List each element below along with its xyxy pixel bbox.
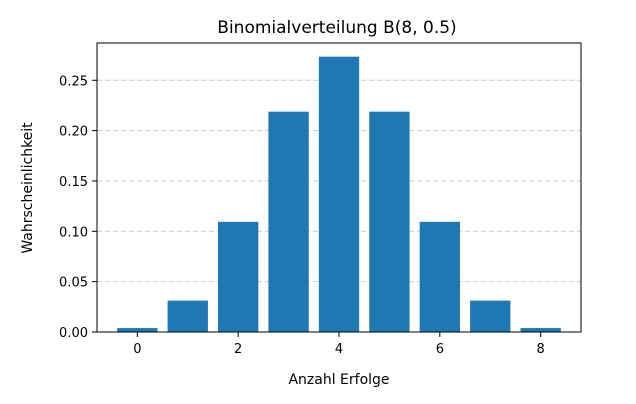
- y-tick-label-0: 0.00: [59, 326, 88, 341]
- bar-4: [318, 56, 360, 333]
- x-axis-ticks: 0 2 4 6 8: [133, 332, 545, 357]
- bar-0: [117, 328, 158, 332]
- bar-8: [520, 328, 561, 332]
- y-tick-label-5: 0.25: [59, 74, 88, 89]
- chart-title: Binomialverteilung B(8, 0.5): [217, 18, 456, 38]
- bar-3: [268, 111, 309, 332]
- bar-6: [419, 221, 460, 332]
- x-tick-label-2: 2: [234, 342, 242, 357]
- x-tick-label-0: 0: [133, 342, 141, 357]
- y-tick-label-4: 0.20: [59, 125, 88, 140]
- y-axis-label: Wahrscheinlichkeit: [20, 122, 36, 254]
- bars: [117, 56, 561, 333]
- plot-frame: [96, 42, 582, 333]
- x-tick-label-6: 6: [436, 342, 444, 357]
- y-axis-ticks: 0.00 0.05 0.10 0.15 0.20 0.25: [59, 74, 97, 341]
- bar-7: [470, 300, 511, 332]
- bar-2: [218, 221, 259, 332]
- x-tick-label-8: 8: [537, 342, 545, 357]
- x-axis-label: Anzahl Erfolge: [288, 372, 389, 388]
- x-tick-label-4: 4: [335, 342, 343, 357]
- bar-5: [369, 111, 410, 332]
- y-tick-label-3: 0.15: [59, 175, 88, 190]
- y-tick-label-1: 0.05: [59, 276, 88, 291]
- bar-1: [167, 300, 208, 332]
- y-tick-label-2: 0.10: [59, 225, 88, 240]
